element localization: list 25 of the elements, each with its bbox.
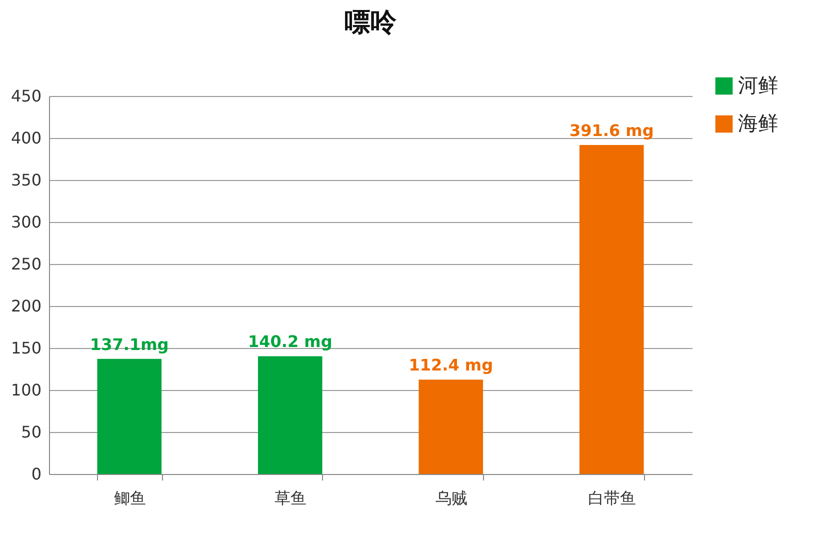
x-tick-label: 鲫鱼 bbox=[114, 488, 146, 508]
bar bbox=[579, 145, 644, 474]
y-tick-label: 350 bbox=[10, 170, 42, 190]
data-label: 112.4 mg bbox=[408, 356, 494, 375]
x-tick-label: 草鱼 bbox=[274, 488, 307, 508]
y-tick-label: 0 bbox=[31, 464, 42, 484]
chart-title: 嘌呤 bbox=[344, 8, 398, 38]
x-tick-label: 乌贼 bbox=[435, 488, 468, 508]
legend-label: 海鲜 bbox=[738, 111, 778, 135]
x-tick-label: 白带鱼 bbox=[588, 488, 636, 508]
y-tick-label: 400 bbox=[10, 128, 42, 148]
y-tick-label: 150 bbox=[10, 338, 42, 358]
data-label: 391.6 mg bbox=[569, 121, 654, 140]
bar bbox=[258, 356, 322, 474]
bar bbox=[418, 380, 484, 474]
y-tick-label: 250 bbox=[10, 254, 42, 274]
data-label: 140.2 mg bbox=[248, 332, 332, 352]
bar bbox=[97, 358, 162, 474]
y-tick-label: 300 bbox=[10, 212, 42, 232]
y-tick-label: 200 bbox=[10, 296, 42, 316]
y-tick-label: 450 bbox=[10, 86, 42, 106]
data-label: 137.1mg bbox=[90, 334, 169, 354]
legend-label: 河鲜 bbox=[738, 73, 778, 97]
y-tick-label: 100 bbox=[10, 380, 42, 400]
y-tick-label: 50 bbox=[21, 422, 42, 442]
